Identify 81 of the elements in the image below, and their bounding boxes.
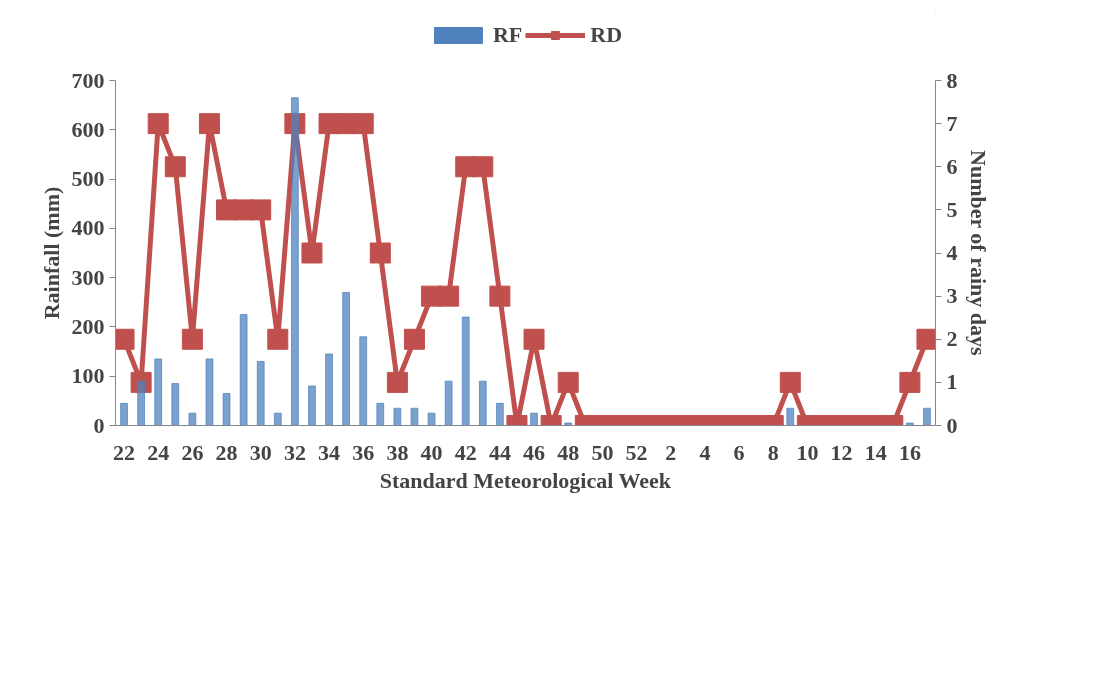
bar: [290, 97, 299, 426]
point: [164, 156, 186, 178]
y2-tick-label: 8: [946, 67, 958, 93]
bar: [205, 358, 214, 426]
y-tick-label: 100: [71, 363, 105, 389]
bar: [137, 380, 146, 426]
x-tick-label: 34: [318, 439, 341, 465]
bar: [273, 412, 282, 426]
bar: [461, 316, 470, 426]
y-tick-label: 500: [71, 166, 105, 192]
x-tick-label: 46: [523, 439, 546, 465]
x-tick-label: 48: [557, 439, 580, 465]
point: [352, 113, 374, 135]
bar: [239, 314, 248, 426]
x-tick-label: 8: [767, 439, 779, 465]
bar: [171, 383, 180, 426]
y-tick-label: 200: [71, 313, 105, 339]
x-tick-label: 50: [591, 439, 614, 465]
bar: [495, 402, 504, 426]
bar: [308, 385, 316, 426]
x-tick-label: 40: [420, 439, 443, 465]
bar: [905, 422, 914, 426]
bar: [564, 422, 573, 426]
bar: [154, 358, 163, 426]
x-tick-label: 38: [386, 439, 409, 465]
legend-label: RF: [492, 22, 523, 48]
point: [369, 242, 391, 264]
x-tick-label: 44: [488, 439, 511, 465]
x-tick-label: 24: [147, 439, 170, 465]
bar: [444, 380, 453, 426]
x-tick-label: 52: [625, 439, 648, 465]
y2-tick-label: 0: [946, 412, 958, 438]
x-tick-label: 4: [699, 439, 711, 465]
y-tick-label: 400: [71, 215, 105, 241]
point: [147, 113, 169, 135]
y-axis-title: Rainfall (mm): [38, 186, 64, 320]
x-tick-label: 32: [283, 439, 306, 465]
y2-tick-label: 7: [946, 110, 958, 136]
bar: [342, 291, 351, 426]
y2-tick-label: 3: [946, 283, 958, 309]
x-tick-label: 12: [830, 439, 853, 465]
point: [198, 113, 220, 135]
x-axis-title: Standard Meteorological Week: [379, 467, 672, 493]
bar: [188, 412, 197, 426]
bar: [393, 407, 402, 426]
x-tick-label: 16: [898, 439, 921, 465]
x-tick-label: 22: [113, 439, 136, 465]
y2-axis-title: Number of rainy days: [965, 150, 991, 357]
x-tick-label: 2: [665, 439, 677, 465]
y2-tick-label: 5: [946, 196, 958, 222]
bar: [410, 407, 419, 426]
y-tick-label: 600: [71, 116, 105, 142]
y2-tick-label: 4: [946, 240, 958, 265]
x-tick-label: 10: [796, 439, 819, 465]
x-tick-label: 26: [181, 439, 204, 465]
bar: [120, 402, 128, 426]
bar: [478, 380, 487, 426]
x-tick-label: 28: [215, 439, 238, 465]
bar: [222, 392, 231, 426]
y-tick-label: 700: [71, 67, 105, 93]
y2-tick-label: 1: [946, 369, 958, 395]
bar: [530, 412, 538, 426]
y-tick-label: 0: [93, 412, 105, 438]
x-tick-label: 42: [454, 439, 477, 465]
y2-tick-label: 2: [946, 326, 958, 352]
point: [301, 242, 323, 264]
bar: [923, 407, 931, 426]
bar: [376, 402, 385, 426]
bar: [359, 336, 368, 426]
x-tick-label: 30: [249, 439, 272, 465]
point: [472, 156, 494, 178]
bar: [427, 412, 436, 426]
legend-label: RD: [590, 22, 623, 48]
x-tick-label: 14: [864, 439, 887, 465]
x-tick-label: 36: [352, 439, 375, 465]
y-tick-label: 300: [71, 264, 105, 290]
bar: [325, 353, 333, 426]
x-tick-label: 6: [733, 439, 745, 465]
bar: [256, 360, 265, 426]
y2-tick-label: 6: [946, 153, 958, 179]
point: [250, 199, 272, 221]
